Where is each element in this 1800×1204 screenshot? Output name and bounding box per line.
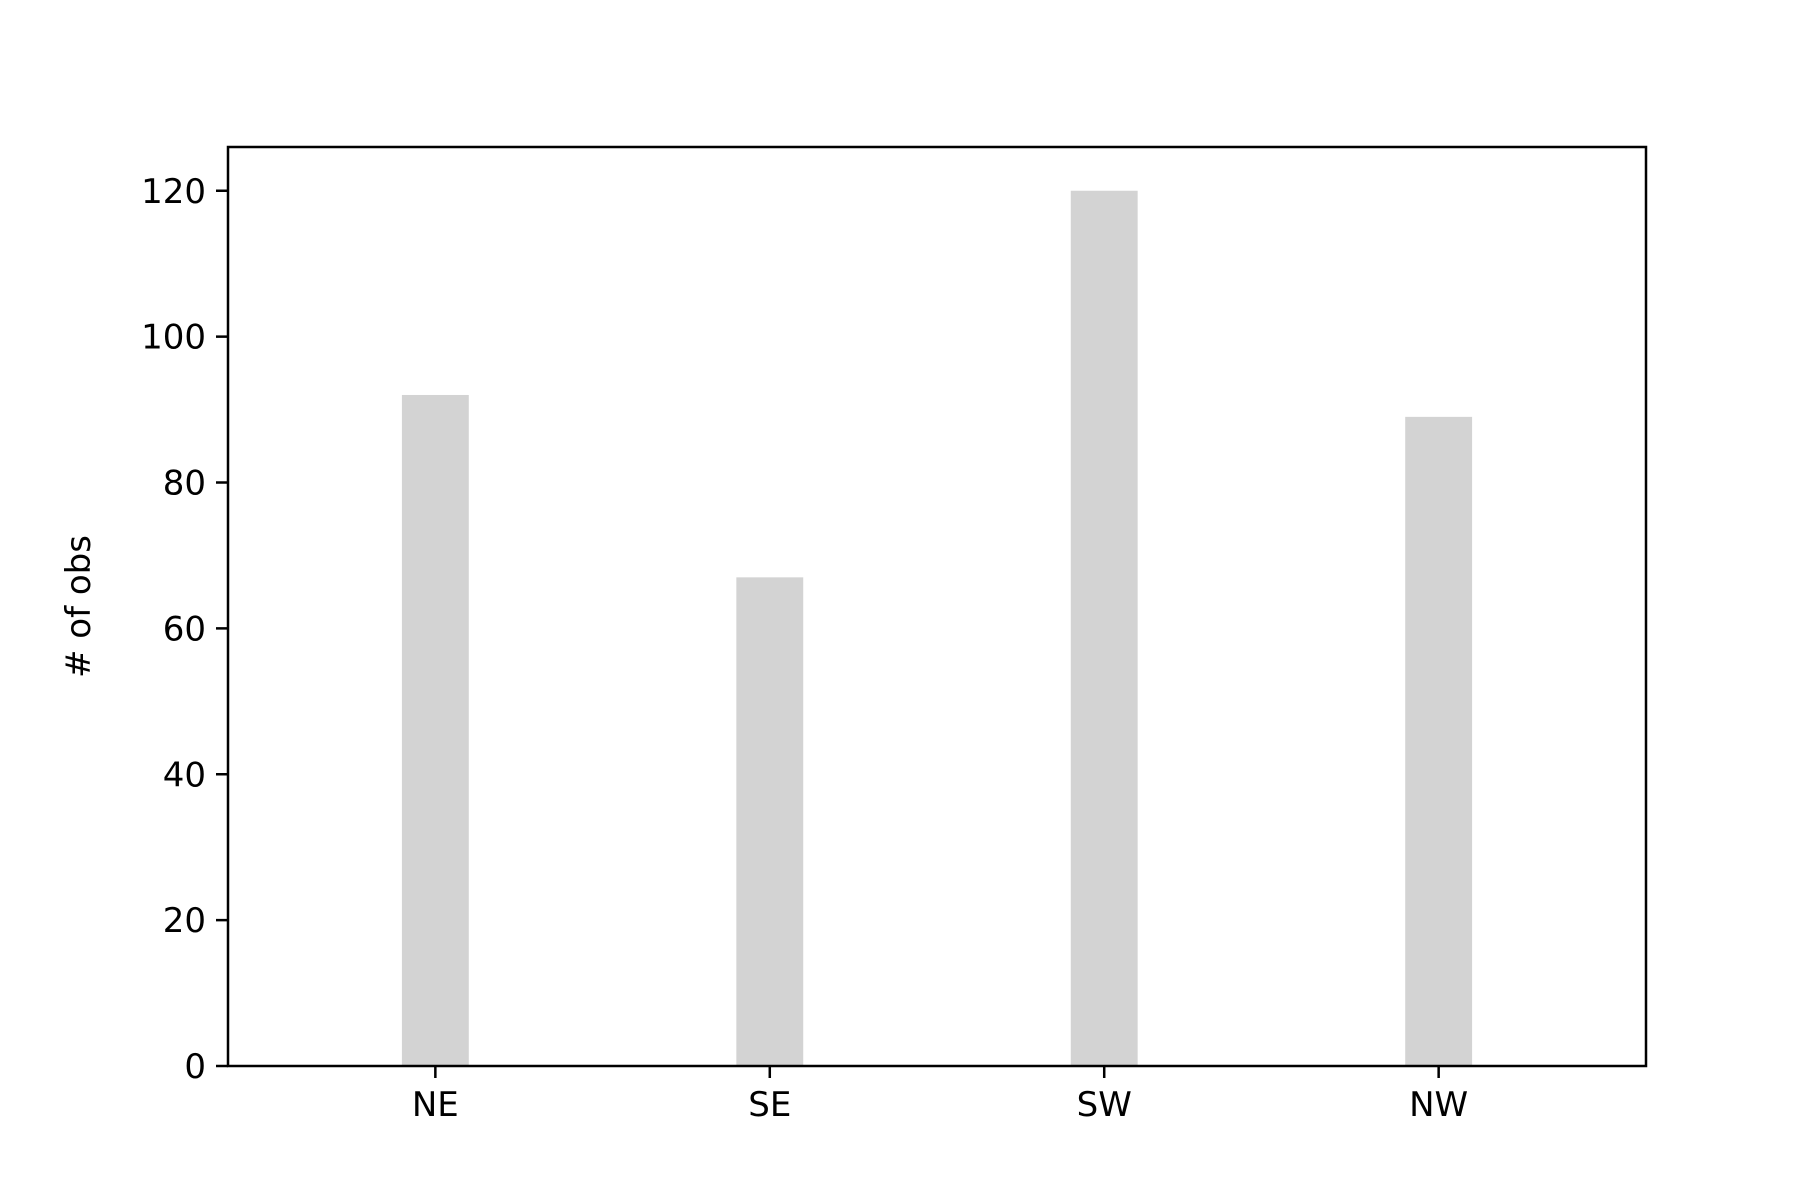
bar-se [736,577,804,1066]
x-tick-label: NE [412,1085,459,1125]
y-tick-label: 60 [163,609,206,649]
y-axis-label: # of obs [59,535,99,678]
bar-sw [1070,190,1138,1066]
y-tick-label: 40 [163,755,206,795]
bar-ne [401,394,469,1066]
x-axis-ticks: NE SE SW NW [412,1066,1468,1125]
x-tick-label: SE [748,1085,791,1125]
y-tick-label: 0 [184,1047,206,1087]
bars-layer [401,190,1473,1066]
y-tick-label: 120 [141,172,206,212]
x-tick-label: SW [1077,1085,1132,1125]
plot-frame [226,145,1648,1068]
y-tick-label: 80 [163,464,206,504]
y-tick-label: 100 [141,318,206,358]
bar-nw [1405,416,1473,1066]
y-axis-ticks: 0 20 40 60 80 100 120 [141,172,228,1087]
x-tick-label: NW [1409,1085,1468,1125]
y-tick-label: 20 [163,901,206,941]
